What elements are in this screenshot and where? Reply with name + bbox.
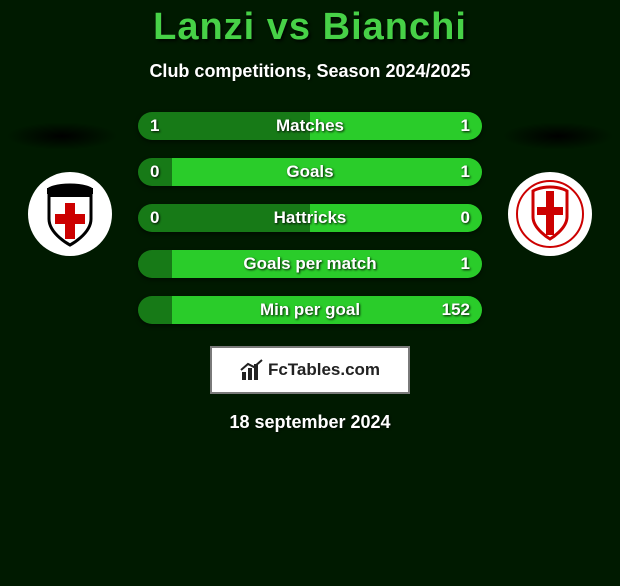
- stat-row: Goals0 1: [138, 158, 482, 186]
- stat-label: Min per goal: [138, 300, 482, 320]
- shadow-ellipse-left: [6, 122, 118, 150]
- stat-value-left: 1: [150, 116, 159, 136]
- stat-row: Goals per match1: [138, 250, 482, 278]
- shadow-ellipse-right: [502, 122, 614, 150]
- stat-value-right: 0: [461, 208, 470, 228]
- stat-value-right: 1: [461, 254, 470, 274]
- stat-label: Goals per match: [138, 254, 482, 274]
- stats-area: Matches11Goals01Hattricks00Goals per mat…: [0, 112, 620, 324]
- stat-label: Hattricks: [138, 208, 482, 228]
- stat-row: Matches1 1: [138, 112, 482, 140]
- stat-label: Goals: [138, 162, 482, 182]
- team-crest-right: [508, 172, 592, 256]
- pro-vercelli-icon: [35, 179, 105, 249]
- stat-row: Hattricks0 0: [138, 204, 482, 232]
- stat-value-left: 0: [150, 162, 159, 182]
- stat-value-right: 1: [461, 116, 470, 136]
- stat-value-left: 0: [150, 208, 159, 228]
- stat-value-right: 152: [442, 300, 470, 320]
- brand-box[interactable]: FcTables.com: [210, 346, 410, 394]
- stat-value-right: 1: [461, 162, 470, 182]
- date-label: 18 september 2024: [0, 412, 620, 433]
- stat-label: Matches: [138, 116, 482, 136]
- stat-row: Min per goal152: [138, 296, 482, 324]
- chart-icon: [240, 358, 264, 382]
- stat-bars: Matches11Goals01Hattricks00Goals per mat…: [138, 112, 482, 324]
- team-crest-left: [28, 172, 112, 256]
- padova-icon: [515, 179, 585, 249]
- page-title: Lanzi vs Bianchi: [0, 6, 620, 49]
- brand-label: FcTables.com: [268, 360, 380, 380]
- subtitle: Club competitions, Season 2024/2025: [0, 61, 620, 82]
- comparison-card: Lanzi vs Bianchi Club competitions, Seas…: [0, 6, 620, 433]
